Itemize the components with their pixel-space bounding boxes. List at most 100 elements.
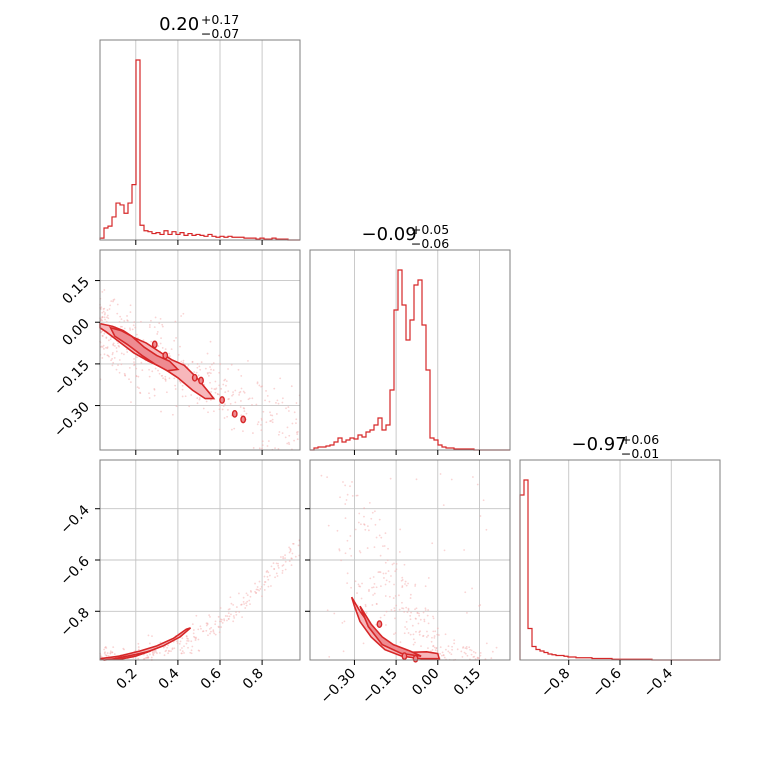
sample-point [372, 576, 375, 578]
sample-point [371, 586, 373, 589]
contour-island [376, 620, 383, 629]
x-tick-label: 0.2 [114, 666, 141, 693]
sample-point [202, 407, 205, 410]
sample-point [175, 336, 177, 339]
sample-point [395, 568, 398, 571]
sample-point [466, 654, 469, 657]
sample-point [363, 515, 365, 518]
sample-point [227, 608, 230, 611]
sample-point [157, 369, 159, 372]
sample-point [227, 612, 230, 615]
x-tick-label: −0.4 [641, 665, 676, 700]
sample-point [178, 642, 181, 645]
sample-point [193, 636, 196, 639]
sample-point [164, 379, 167, 382]
sample-point [266, 445, 269, 447]
sample-point [137, 657, 140, 660]
sample-point [245, 604, 248, 607]
sample-point [113, 298, 116, 301]
sample-point [394, 617, 396, 620]
sample-point [106, 652, 109, 654]
sample-point [153, 651, 156, 654]
sample-point [182, 361, 185, 364]
panel-background [100, 40, 300, 240]
sample-point [225, 380, 228, 383]
sample-point [255, 403, 258, 406]
sample-point [254, 590, 256, 593]
sample-point [379, 571, 382, 574]
sample-point [245, 602, 247, 604]
sample-point [101, 346, 104, 348]
sample-point [401, 607, 403, 609]
sample-point [164, 378, 167, 381]
sample-point [104, 653, 107, 656]
sample-point [124, 374, 127, 377]
sample-point [120, 318, 123, 321]
sample-point [344, 517, 347, 520]
sample-point [463, 549, 466, 551]
sample-point [116, 312, 119, 315]
sample-point [239, 406, 242, 408]
sample-point [230, 602, 233, 605]
sample-point [267, 578, 270, 581]
sample-point [278, 431, 281, 433]
sample-point [115, 368, 118, 371]
sample-point [256, 586, 259, 588]
sample-point [409, 618, 412, 621]
sample-point [286, 426, 289, 429]
sample-point [212, 630, 215, 633]
sample-point [233, 617, 236, 619]
sample-point [407, 607, 410, 610]
sample-point [284, 436, 287, 439]
sample-point [464, 652, 467, 655]
sample-point [238, 393, 240, 396]
sample-point [139, 391, 141, 394]
sample-point [385, 579, 388, 582]
sample-point [104, 312, 106, 314]
sample-point [258, 589, 260, 592]
sample-point [295, 422, 297, 425]
sample-point [275, 401, 277, 404]
sample-point [204, 367, 207, 370]
sample-point [210, 363, 213, 366]
sample-point [274, 576, 276, 579]
sample-point [385, 610, 388, 613]
sample-point [411, 624, 414, 627]
sample-point [354, 528, 357, 531]
sample-point [188, 405, 191, 408]
sample-point [198, 397, 201, 399]
sample-point [251, 397, 254, 400]
sample-point [242, 390, 245, 393]
sample-point [101, 335, 104, 337]
y-tick-label: −0.15 [51, 357, 93, 399]
sample-point [104, 318, 106, 321]
sample-point [237, 368, 240, 371]
sample-point [230, 613, 232, 616]
sample-point [133, 361, 135, 364]
sample-point [259, 588, 262, 590]
sample-point [123, 353, 125, 356]
sample-point [158, 322, 161, 325]
sample-point [370, 517, 373, 520]
sample-point [275, 562, 278, 565]
sample-point [257, 421, 260, 423]
sample-point [450, 653, 453, 656]
sample-point [171, 413, 174, 416]
sample-point [361, 582, 363, 585]
x-tick-label: 0.15 [451, 666, 484, 699]
sample-point [351, 494, 354, 497]
sample-point [138, 387, 140, 390]
sample-point [417, 622, 420, 625]
sample-point [213, 632, 216, 635]
sample-point [118, 320, 121, 323]
sample-point [414, 641, 416, 644]
sample-point [404, 583, 406, 585]
sample-point [358, 512, 361, 515]
sample-point [290, 385, 293, 388]
sample-point [190, 649, 193, 652]
sample-point [191, 623, 194, 626]
sample-point [151, 650, 154, 653]
sample-point [195, 371, 198, 374]
sample-point [111, 357, 113, 360]
sample-point [106, 316, 108, 319]
